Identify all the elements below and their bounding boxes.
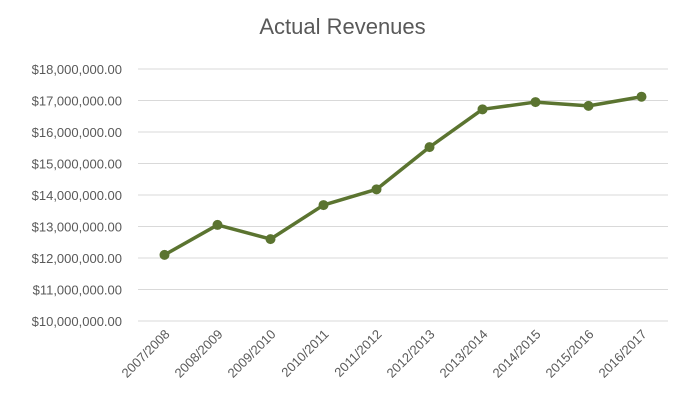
y-tick-label: $16,000,000.00 (32, 125, 122, 140)
x-tick-label: 2007/2008 (119, 327, 173, 381)
series-line (162, 94, 644, 257)
y-tick-label: $17,000,000.00 (32, 94, 122, 109)
data-point (424, 142, 435, 153)
x-tick-label: 2009/2010 (225, 327, 279, 381)
data-point (636, 91, 647, 102)
y-tick-label: $11,000,000.00 (33, 283, 122, 298)
x-tick-label: 2015/2016 (543, 327, 597, 381)
y-tick-label: $13,000,000.00 (32, 220, 122, 235)
data-point (371, 184, 382, 195)
x-tick-label: 2010/2011 (278, 327, 331, 380)
y-tick-label: $15,000,000.00 (32, 157, 122, 172)
y-tick-label: $18,000,000.00 (32, 62, 122, 77)
x-tick-label: 2014/2015 (490, 327, 544, 381)
data-point (212, 219, 223, 230)
x-tick-label: 2008/2009 (172, 327, 226, 381)
data-point (583, 100, 594, 111)
x-tick-label: 2011/2012 (331, 327, 384, 380)
x-tick-label: 2013/2014 (437, 327, 491, 381)
chart-title: Actual Revenues (259, 14, 426, 39)
data-point (159, 249, 170, 260)
data-point (318, 200, 329, 211)
data-point (530, 97, 541, 108)
y-tick-label: $10,000,000.00 (32, 314, 122, 329)
y-tick-label: $12,000,000.00 (32, 251, 122, 266)
data-point (477, 104, 488, 115)
x-tick-label: 2012/2013 (384, 327, 438, 381)
y-tick-label: $14,000,000.00 (32, 188, 122, 203)
x-tick-label: 2016/2017 (596, 327, 650, 381)
data-point (265, 234, 276, 245)
